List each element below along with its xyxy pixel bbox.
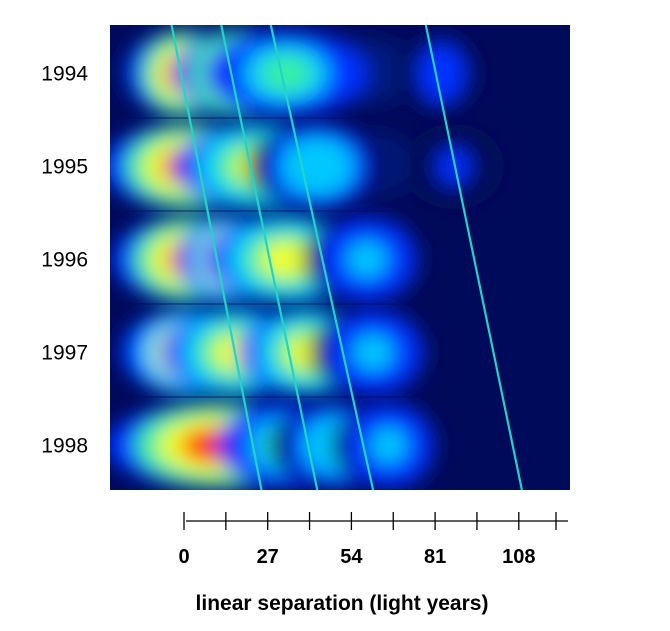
emission-blob-1996-3 (346, 241, 388, 278)
x-axis-title: linear separation (light years) (196, 592, 489, 615)
x-axis: 0 27 54 81 108 (178, 512, 568, 568)
heatmap-row-1998 (110, 402, 446, 489)
emission-blob-1998-3 (370, 427, 408, 464)
year-label-1997: 1997 (41, 342, 88, 365)
emission-blob-1995-2 (294, 148, 340, 185)
x-tick-label-0: 0 (178, 546, 189, 568)
motion-line-1 (170, 25, 263, 490)
motion-line-3 (269, 25, 375, 490)
heatmap-row-1994 (120, 30, 486, 117)
x-tick-label-27: 27 (257, 546, 279, 568)
heatmap-plot-area (110, 25, 570, 490)
emission-blob-1994-2 (259, 55, 313, 92)
year-label-1998: 1998 (41, 435, 88, 458)
emission-blob-1997-3 (352, 334, 394, 371)
motion-line-2 (220, 25, 319, 490)
motion-line-4 (424, 25, 523, 490)
year-label-1994: 1994 (41, 63, 88, 86)
emission-blob-1995-3 (437, 148, 471, 185)
x-tick-label-54: 54 (340, 546, 363, 568)
emission-blob-1996-2 (259, 241, 313, 278)
year-label-1995: 1995 (41, 156, 88, 179)
x-tick-label-81: 81 (424, 546, 446, 568)
year-label-1996: 1996 (41, 249, 88, 272)
heatmap-row-1995 (110, 123, 505, 210)
heatmap-row-1997 (120, 309, 437, 396)
emission-blob-1994-3 (426, 55, 456, 92)
x-tick-label-108: 108 (502, 546, 535, 568)
